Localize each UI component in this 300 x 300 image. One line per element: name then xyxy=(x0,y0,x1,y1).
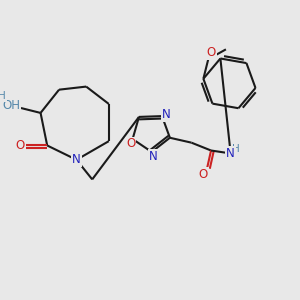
Text: OH: OH xyxy=(2,99,20,112)
Text: N: N xyxy=(72,153,81,166)
Text: O: O xyxy=(199,167,208,181)
Text: H: H xyxy=(232,143,239,154)
Text: N: N xyxy=(226,147,235,160)
Text: O: O xyxy=(207,46,216,59)
Text: O: O xyxy=(15,139,24,152)
Text: N: N xyxy=(161,108,170,121)
Text: N: N xyxy=(149,150,158,163)
Text: O: O xyxy=(126,137,135,151)
Text: H: H xyxy=(0,91,6,101)
